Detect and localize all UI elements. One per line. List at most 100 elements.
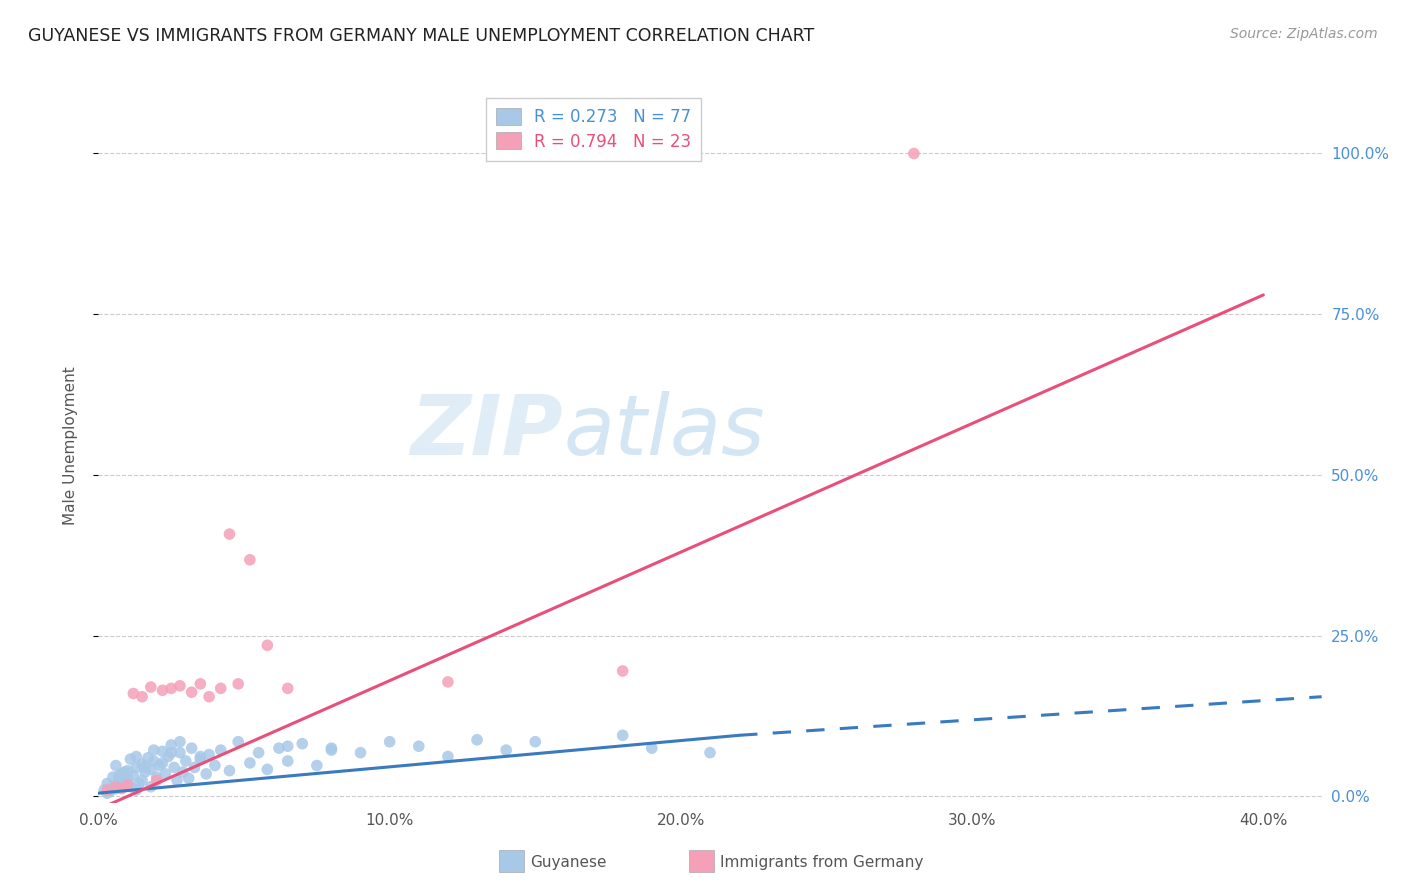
Point [134,764,156,779]
Point [903,146,925,161]
Point [218,764,240,778]
Point [641,741,664,756]
Point [117,764,139,778]
Point [111,778,134,792]
Point [160,746,183,760]
Point [139,780,162,794]
Point [139,680,162,694]
Point [131,757,153,772]
Point [111,781,134,796]
Point [117,778,139,792]
Point [195,767,218,781]
Point [180,741,202,756]
Point [131,773,153,788]
Point [157,749,180,764]
Point [198,690,221,704]
Point [247,746,270,760]
Point [169,679,191,693]
Point [128,776,150,790]
Point [256,763,278,777]
Text: Source: ZipAtlas.com: Source: ZipAtlas.com [1230,27,1378,41]
Point [122,686,145,700]
Point [699,746,721,760]
Point [111,767,134,781]
Point [437,675,460,690]
Point [524,735,547,749]
Point [172,764,194,779]
Point [291,737,314,751]
Point [145,770,167,784]
Text: Immigrants from Germany: Immigrants from Germany [720,855,924,870]
Point [125,749,148,764]
Point [188,752,212,766]
Point [98,784,121,798]
Point [145,773,167,788]
Point [104,758,127,772]
Point [152,756,174,770]
Text: ZIP: ZIP [411,392,564,472]
Point [108,773,131,788]
Point [209,743,232,757]
Point [142,754,165,768]
Point [160,738,183,752]
Point [277,681,299,696]
Point [125,783,148,797]
Point [267,741,290,756]
Point [136,751,159,765]
Point [183,760,205,774]
Text: Guyanese: Guyanese [530,855,606,870]
Point [96,783,118,797]
Point [131,690,153,704]
Point [204,758,226,772]
Point [117,772,139,786]
Point [155,767,177,781]
Point [104,781,127,796]
Point [134,760,156,774]
Point [120,752,142,766]
Point [180,685,202,699]
Point [218,527,240,541]
Point [96,776,118,790]
Legend: R = 0.273   N = 77, R = 0.794   N = 23: R = 0.273 N = 77, R = 0.794 N = 23 [486,97,702,161]
Text: atlas: atlas [564,392,765,472]
Point [101,780,124,794]
Point [149,758,172,772]
Point [152,744,174,758]
Point [96,786,118,800]
Point [93,783,115,797]
Point [226,735,249,749]
Point [277,739,299,754]
Point [139,763,162,777]
Point [198,747,221,762]
Point [174,754,197,768]
Point [226,677,249,691]
Point [239,553,262,567]
Point [305,758,328,772]
Point [437,749,460,764]
Point [108,769,131,783]
Point [465,732,488,747]
Point [163,760,186,774]
Point [166,773,188,788]
Point [114,764,136,779]
Point [114,775,136,789]
Point [495,743,517,757]
Point [256,638,278,652]
Point [188,677,212,691]
Y-axis label: Male Unemployment: Male Unemployment [63,367,77,525]
Point [321,743,343,757]
Point [104,780,127,794]
Text: GUYANESE VS IMMIGRANTS FROM GERMANY MALE UNEMPLOYMENT CORRELATION CHART: GUYANESE VS IMMIGRANTS FROM GERMANY MALE… [28,27,814,45]
Point [120,780,142,794]
Point [349,746,371,760]
Point [160,681,183,696]
Point [169,746,191,760]
Point [612,728,634,742]
Point [169,735,191,749]
Point [612,664,634,678]
Point [152,683,174,698]
Point [321,741,343,756]
Point [209,681,232,696]
Point [277,754,299,768]
Point [125,760,148,774]
